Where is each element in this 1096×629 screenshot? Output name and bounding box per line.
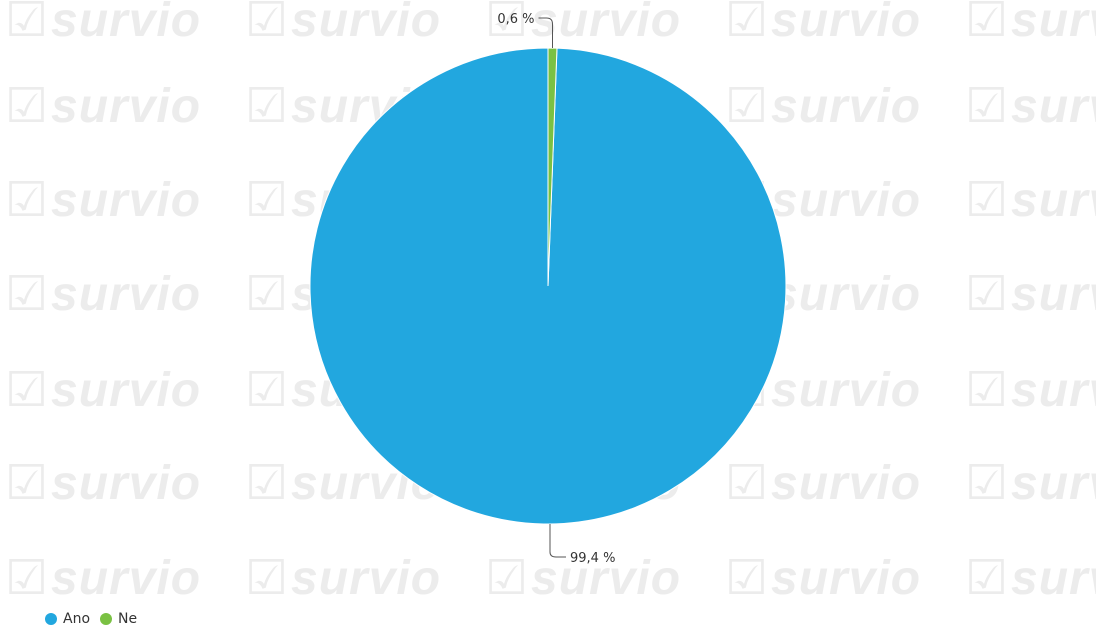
watermark-logo: ☑survio <box>5 174 202 227</box>
watermark-text: survio <box>51 552 202 605</box>
watermark-logo: ☑survio <box>5 80 202 133</box>
watermark-text: survio <box>1011 80 1096 133</box>
watermark-text: survio <box>1011 268 1096 321</box>
watermark-text: survio <box>771 0 922 47</box>
watermark-logo: ☑survio <box>725 80 922 133</box>
watermark-logo: ☑survio <box>5 457 202 510</box>
leader-line-ano <box>549 524 566 558</box>
watermark-text: survio <box>51 80 202 133</box>
legend-item-ne[interactable]: Ne <box>100 611 137 627</box>
watermark-logo: ☑survio <box>725 457 922 510</box>
watermark-text: survio <box>771 80 922 133</box>
watermark-text: survio <box>51 268 202 321</box>
pie-slices <box>309 47 787 525</box>
watermark-logo: ☑survio <box>965 455 1096 511</box>
watermark-logo: ☑survio <box>965 172 1096 228</box>
legend-marker <box>45 613 57 625</box>
legend-label: Ano <box>63 611 91 627</box>
data-label-ne: 0,6 % <box>497 12 534 27</box>
watermark-text: survio <box>771 268 922 321</box>
watermark-text: survio <box>771 364 922 417</box>
watermark-logo: ☑survio <box>965 362 1096 418</box>
watermark-text: survio <box>771 457 922 510</box>
watermark-logo: ☑survio <box>245 552 442 605</box>
watermark-text: survio <box>51 364 202 417</box>
watermark-text: survio <box>771 174 922 227</box>
data-label-ano: 99,4 % <box>570 551 615 566</box>
legend-marker <box>100 613 113 625</box>
watermark-logo: ☑survio <box>5 552 202 605</box>
watermark-logo: ☑survio <box>965 78 1096 134</box>
leader-line-ne <box>538 17 553 48</box>
watermark-text: survio <box>51 174 202 227</box>
watermark-logo: ☑survio <box>725 0 921 48</box>
leader-lines <box>538 17 566 558</box>
legend: Ano Ne <box>45 611 147 627</box>
watermark-text: survio <box>291 0 442 47</box>
watermark-text: survio <box>1011 457 1096 510</box>
watermark-text: survio <box>771 552 922 605</box>
watermark-logo: ☑survio <box>245 0 441 48</box>
watermark-text: survio <box>531 552 682 605</box>
watermark-logo: ☑survio <box>965 550 1096 606</box>
watermark-logo: ☑survio <box>725 552 922 605</box>
watermark-text: survio <box>51 0 202 47</box>
watermark-logo: ☑survio <box>485 0 681 48</box>
watermark-logo: ☑survio <box>485 552 682 605</box>
watermark-text: survio <box>1011 552 1096 605</box>
legend-label: Ne <box>118 611 138 627</box>
watermark-text: survio <box>1011 364 1096 417</box>
watermark-logo: ☑survio <box>5 0 201 48</box>
watermark-logo: ☑survio <box>5 364 202 417</box>
watermark-logo: ☑survio <box>965 266 1096 322</box>
slice-labels: 0,6 % 99,4 % <box>497 12 615 566</box>
watermark-text: survio <box>1011 0 1096 47</box>
watermark-text: survio <box>531 0 682 47</box>
slice-ne <box>547 47 558 287</box>
watermark-text: survio <box>1011 174 1096 227</box>
watermark-text: survio <box>51 457 202 510</box>
watermark-logo: ☑survio <box>5 268 202 321</box>
watermark-text: survio <box>291 552 442 605</box>
watermark-logo: ☑survio <box>965 0 1096 48</box>
legend-item-ano[interactable]: Ano <box>45 611 90 627</box>
